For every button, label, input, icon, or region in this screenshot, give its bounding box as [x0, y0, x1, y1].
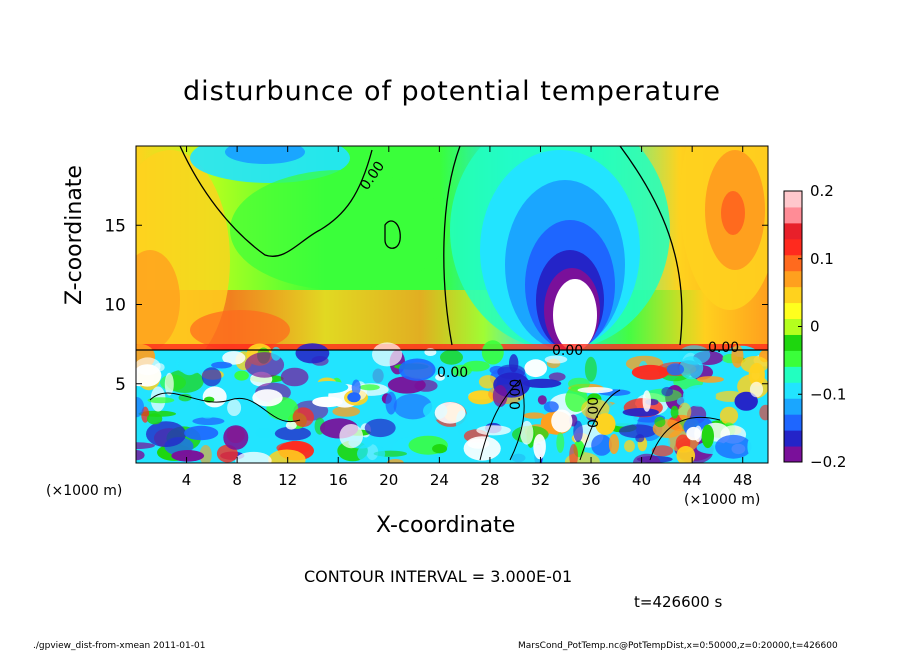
colorbar-swatch [784, 191, 802, 208]
colorbar-swatch [784, 254, 802, 272]
x-tick-label: 40 [632, 471, 651, 489]
y-axis: 5 10 15 [104, 216, 768, 395]
colorbar-tick-label: 0 [810, 318, 820, 336]
colorbar-tick-label: 0.1 [810, 250, 834, 268]
colorbar-swatch [784, 222, 802, 240]
heatmap-field [136, 146, 768, 463]
colorbar: 0.2 0.1 0 −0.1 −0.2 [783, 182, 846, 471]
x-tick-label: 8 [232, 471, 242, 489]
x-tick-label: 48 [733, 471, 752, 489]
contour-label: 0.00 [508, 379, 524, 410]
contour-label: 0.00 [437, 365, 468, 381]
x-tick-label: 20 [379, 471, 398, 489]
colorbar-swatch [784, 446, 802, 463]
chart-title: disturbunce of potential temperature [183, 76, 721, 107]
footer-right: MarsCond_PotTemp.nc@PotTempDist,x=0:5000… [518, 641, 838, 651]
contour-labels: 0.00 0.00 0.00 0.00 0.00 0.00 [357, 159, 739, 428]
time-stamp: t=426600 s [634, 593, 723, 611]
x-tick-label: 16 [329, 471, 348, 489]
colorbar-swatch [784, 302, 802, 320]
y-tick-label: 15 [104, 216, 126, 236]
colorbar-swatch [784, 366, 802, 383]
x-unit-label-right: (×1000 m) [684, 492, 761, 508]
x-unit-label-left: (×1000 m) [46, 483, 123, 499]
contour-label: 0.00 [586, 397, 602, 428]
colorbar-swatch [784, 334, 802, 351]
x-tick-label: 4 [182, 471, 192, 489]
colorbar-swatch [784, 414, 802, 431]
x-tick-label: 12 [278, 471, 297, 489]
y-axis-label: Z-coordinate [62, 165, 87, 305]
contour-label: 0.00 [708, 340, 739, 356]
colorbar-tick-label: −0.1 [810, 385, 846, 403]
x-tick-label: 28 [480, 471, 499, 489]
x-tick-label: 24 [430, 471, 449, 489]
x-tick-label: 32 [531, 471, 550, 489]
colorbar-tick-label: −0.2 [810, 453, 846, 471]
colorbar-swatch [784, 270, 802, 288]
y-tick-label: 10 [104, 296, 126, 316]
colorbar-swatch [784, 238, 802, 256]
colorbar-swatch [784, 318, 802, 335]
colorbar-swatch [784, 206, 802, 224]
colorbar-swatch [784, 350, 802, 367]
x-axis-label: X-coordinate [376, 513, 516, 538]
contour-lines [136, 146, 768, 461]
colorbar-swatch [784, 286, 802, 304]
contour-label: 0.00 [552, 343, 583, 359]
x-tick-label: 36 [581, 471, 600, 489]
x-tick-label: 44 [683, 471, 702, 489]
contour-interval: CONTOUR INTERVAL = 3.000E-01 [304, 567, 573, 586]
colorbar-swatch [784, 430, 802, 447]
colorbar-swatch [784, 382, 802, 399]
footer-left: ./gpview_dist-from-xmean 2011-01-01 [33, 641, 206, 651]
x-axis: 4 8 12 16 20 24 28 32 36 40 44 48 [182, 146, 752, 489]
colorbar-tick-label: 0.2 [810, 182, 834, 200]
y-tick-label: 5 [115, 375, 126, 395]
colorbar-swatch [784, 398, 802, 415]
